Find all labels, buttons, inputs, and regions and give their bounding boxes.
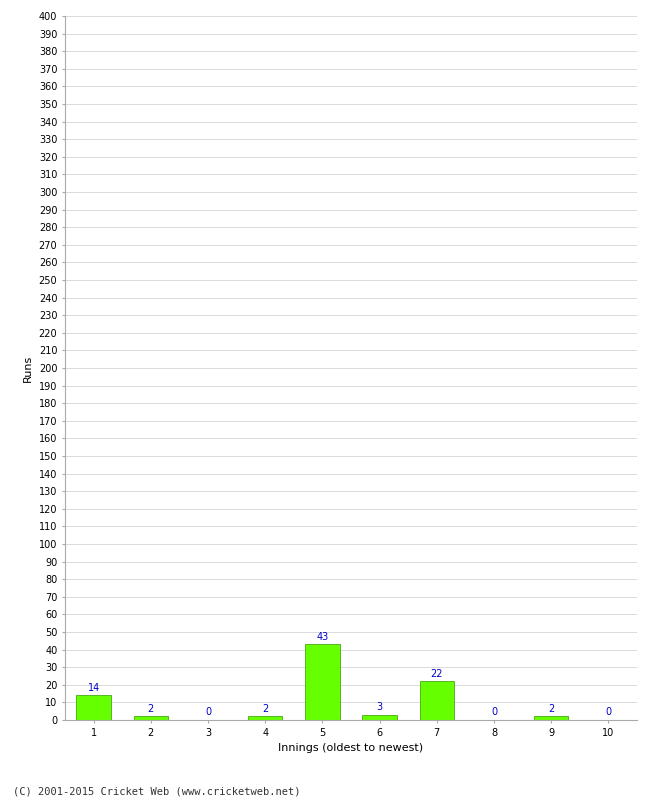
Bar — [363, 714, 396, 720]
Bar — [306, 644, 339, 720]
Text: 0: 0 — [605, 707, 612, 718]
Y-axis label: Runs: Runs — [23, 354, 33, 382]
Bar — [420, 682, 454, 720]
Text: 2: 2 — [548, 704, 554, 714]
Text: 2: 2 — [262, 704, 268, 714]
X-axis label: Innings (oldest to newest): Innings (oldest to newest) — [278, 743, 424, 753]
Text: 14: 14 — [88, 682, 99, 693]
Bar — [134, 717, 168, 720]
Bar — [248, 717, 282, 720]
Text: 43: 43 — [317, 632, 328, 642]
Bar — [534, 717, 568, 720]
Text: 0: 0 — [491, 707, 497, 718]
Text: 2: 2 — [148, 704, 154, 714]
Text: 3: 3 — [376, 702, 383, 712]
Bar — [77, 695, 111, 720]
Text: 22: 22 — [430, 669, 443, 678]
Text: 0: 0 — [205, 707, 211, 718]
Text: (C) 2001-2015 Cricket Web (www.cricketweb.net): (C) 2001-2015 Cricket Web (www.cricketwe… — [13, 786, 300, 796]
